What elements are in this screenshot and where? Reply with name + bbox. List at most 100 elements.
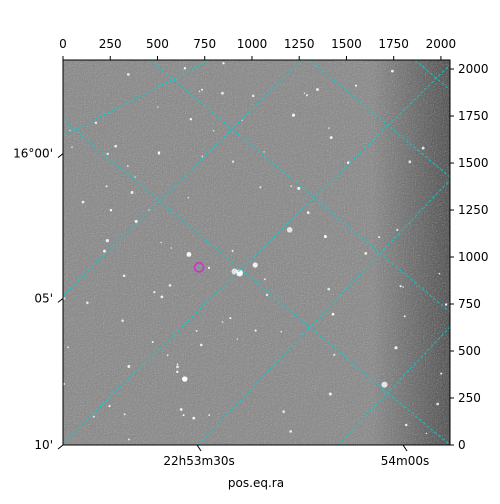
x-axis-label: pos.eq.ra	[228, 476, 284, 490]
dec-axis: 16°00' 05' 10'	[13, 147, 64, 452]
y-tick-label: 1250	[458, 203, 489, 217]
star	[222, 62, 225, 65]
star	[280, 331, 282, 333]
star	[444, 303, 448, 306]
star	[316, 88, 319, 91]
star	[81, 200, 85, 204]
y-tick-label: 500	[458, 344, 481, 358]
ra-tick-label: 54m00s	[381, 454, 429, 468]
star	[254, 329, 257, 332]
star	[63, 297, 66, 300]
star	[221, 91, 224, 95]
dec-tick-mark	[57, 297, 64, 303]
x-tick-label: 1750	[378, 37, 409, 51]
star	[127, 365, 131, 368]
star	[123, 413, 126, 416]
star	[109, 209, 113, 212]
star	[157, 151, 161, 154]
star	[212, 130, 215, 132]
coordinate-grid	[63, 60, 450, 445]
ra-tick-mark	[402, 444, 408, 452]
star	[290, 185, 292, 188]
grid-line	[414, 60, 450, 91]
star	[331, 312, 335, 316]
grid-line	[197, 179, 450, 445]
star	[346, 161, 350, 165]
x-tick-label: 500	[146, 37, 169, 51]
star	[121, 319, 124, 322]
dec-tick-label: 16°00'	[13, 147, 53, 161]
target-marker	[193, 262, 205, 273]
star	[231, 268, 238, 275]
star	[134, 219, 138, 223]
star	[176, 365, 179, 369]
star	[394, 346, 398, 350]
star	[105, 239, 109, 243]
grid-line	[149, 60, 450, 313]
star	[408, 160, 412, 164]
star	[291, 113, 296, 117]
star	[126, 165, 129, 167]
star	[328, 127, 330, 129]
star	[160, 241, 162, 244]
pixel-y-axis: 0 250 500 750 1000 1250 1500 1750 2000	[450, 62, 489, 452]
pixel-x-axis: 0 250 500 750 1000 1250 1500 1750 2000	[59, 37, 456, 60]
star	[92, 415, 95, 418]
star	[134, 176, 136, 178]
star	[168, 284, 172, 287]
ra-tick-label: 22h53m30s	[163, 454, 234, 468]
star	[189, 117, 193, 121]
star	[208, 414, 211, 416]
star	[399, 285, 402, 288]
star	[282, 410, 286, 414]
star	[198, 90, 201, 93]
grid-line	[309, 60, 450, 178]
star	[126, 72, 130, 76]
star	[403, 315, 406, 318]
star	[63, 383, 66, 385]
star	[425, 432, 428, 435]
x-tick-label: 2000	[426, 37, 457, 51]
star	[187, 196, 189, 199]
star	[179, 408, 183, 411]
star	[323, 234, 327, 239]
star	[231, 249, 234, 252]
y-tick-label: 2000	[458, 62, 489, 76]
star	[160, 295, 164, 299]
sky-image	[63, 60, 450, 445]
x-tick-label: 750	[193, 37, 216, 51]
star	[105, 185, 108, 188]
star	[153, 291, 156, 294]
dec-tick-mark	[57, 153, 64, 159]
star	[306, 211, 310, 214]
star	[364, 251, 368, 255]
grid-line	[63, 119, 450, 445]
star	[396, 228, 399, 231]
y-tick-label: 750	[458, 297, 481, 311]
star	[86, 301, 89, 304]
star	[236, 269, 243, 277]
star	[229, 317, 232, 320]
star	[106, 152, 109, 156]
star	[102, 249, 106, 253]
star	[263, 151, 265, 153]
star	[289, 430, 293, 433]
y-tick-label: 1000	[458, 250, 489, 264]
x-tick-label: 250	[99, 37, 122, 51]
y-tick-label: 1750	[458, 109, 489, 123]
star	[157, 106, 159, 108]
star	[378, 236, 381, 239]
star	[440, 372, 443, 375]
star	[176, 363, 179, 366]
star	[328, 392, 332, 396]
star	[259, 186, 262, 189]
x-tick-label: 1000	[237, 37, 268, 51]
star	[231, 160, 235, 163]
star	[381, 381, 388, 388]
star	[67, 346, 69, 349]
star-field	[63, 62, 448, 441]
star	[176, 370, 179, 374]
star	[421, 146, 425, 150]
star	[71, 146, 73, 148]
